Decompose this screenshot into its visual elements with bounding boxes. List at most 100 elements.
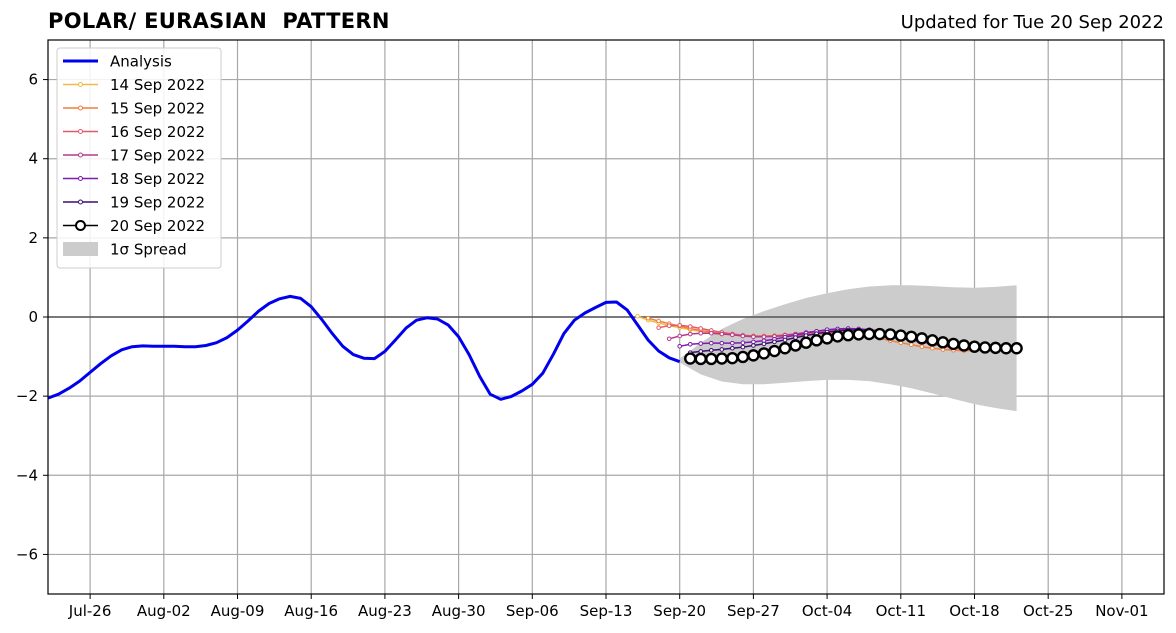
- series-17-sep-2022-point: [708, 330, 714, 336]
- series-20-sep-2022-point: [736, 350, 750, 364]
- series-17-sep-2022-point: [761, 334, 767, 340]
- legend-item-analysis-label: Analysis: [110, 53, 172, 71]
- series-20-sep-2022-point: [863, 327, 876, 341]
- series-17-sep-2022-point: [687, 331, 693, 337]
- series-20-sep-2022-point: [747, 349, 760, 362]
- x-tick-label: Oct-11: [876, 602, 926, 620]
- series-17-sep-2022-point: [666, 336, 672, 342]
- series-19-sep-2022-point: [761, 341, 767, 347]
- legend-item-20-sep-2022-label: 20 Sep 2022: [110, 217, 205, 235]
- series-19-sep-2022-point: [751, 343, 756, 348]
- chart-subtitle: Updated for Tue 20 Sep 2022: [900, 12, 1164, 33]
- series-20-sep-2022-point: [810, 334, 823, 347]
- y-tick-label: −2: [16, 387, 38, 405]
- series-20-sep-2022-point: [705, 352, 718, 366]
- series-20-sep-2022-point: [1010, 342, 1023, 355]
- series-20-sep-2022-point: [884, 328, 897, 341]
- series-20-sep-2022-point: [757, 347, 771, 360]
- series-18-sep-2022-point: [730, 340, 735, 346]
- series-15-sep-2022-point: [645, 315, 651, 321]
- series-15-sep-2022-point: [930, 345, 935, 351]
- x-tick-label: Sep-13: [580, 602, 633, 620]
- series-15-sep-2022-point: [656, 318, 661, 324]
- legend-item-17-sep-2022-label: 17 Sep 2022: [110, 147, 205, 165]
- series-20-sep-2022-point: [726, 351, 739, 365]
- series-18-sep-2022-point: [708, 340, 714, 346]
- series-15-sep-2022-point: [919, 344, 925, 349]
- legend-item-1-spread-swatch: [63, 242, 98, 256]
- x-tick-label: Jul-26: [68, 602, 112, 620]
- series-20-sep-2022-point: [852, 328, 865, 341]
- series-20-sep-2022-point: [947, 337, 960, 351]
- series-19-sep-2022-point: [708, 347, 714, 353]
- y-tick-label: 2: [28, 229, 38, 247]
- series-17-sep-2022-point: [730, 332, 735, 338]
- legend-item-18-sep-2022-marker: [78, 176, 83, 181]
- legend-item-19-sep-2022-marker: [78, 199, 83, 205]
- x-tick-label: Oct-25: [1023, 602, 1073, 620]
- series-18-sep-2022-point: [719, 340, 725, 346]
- series-18-sep-2022-point: [687, 342, 693, 347]
- series-17-sep-2022-point: [677, 333, 682, 339]
- series-16-sep-2022-point: [677, 323, 682, 328]
- series-16-sep-2022-point: [687, 324, 693, 329]
- legend-item-14-sep-2022-label: 14 Sep 2022: [110, 76, 205, 94]
- series-19-sep-2022-point: [772, 339, 777, 345]
- series-20-sep-2022-point: [778, 342, 792, 355]
- x-tick-label: Aug-23: [358, 602, 412, 620]
- series-20-sep-2022-point: [768, 344, 781, 358]
- spread-layer: [48, 285, 1164, 412]
- series-20-sep-2022-point: [926, 334, 939, 347]
- x-tick-label: Oct-18: [949, 602, 999, 620]
- series-20-sep-2022-point: [915, 332, 929, 345]
- series-20-sep-2022-point: [694, 352, 707, 366]
- legend-item-15-sep-2022-label: 15 Sep 2022: [110, 100, 205, 118]
- series-20-sep-2022-point: [936, 336, 950, 349]
- series-16-sep-2022-point: [666, 323, 672, 329]
- series-20-sep-2022-point: [841, 329, 855, 342]
- axes-layer: Jul-26 Aug-02 Aug-09 Aug-16 Aug-23 Aug-30 Sep-…: [16, 39, 1165, 620]
- series-15-sep-2022-point: [909, 342, 914, 348]
- series-20-sep-2022-point: [905, 330, 918, 343]
- series-20-sep-2022-point: [684, 352, 697, 365]
- series-18-sep-2022-point: [698, 341, 704, 346]
- legend-item-17-sep-2022-marker: [78, 152, 83, 158]
- y-tick-label: −4: [16, 466, 38, 484]
- x-tick-label: Sep-06: [506, 602, 559, 620]
- x-tick-label: Aug-16: [284, 602, 338, 620]
- series-20-sep-2022-point: [715, 352, 729, 365]
- series-20-sep-2022-point: [820, 332, 834, 345]
- series-19-sep-2022-point: [730, 345, 735, 351]
- series-20-sep-2022-point: [989, 341, 1002, 355]
- x-tick-label: Oct-04: [802, 602, 852, 620]
- series-19-sep-2022-point: [793, 335, 798, 340]
- x-tick-label: Aug-30: [432, 602, 486, 620]
- x-tick-label: Aug-09: [211, 602, 265, 620]
- series-20-sep-2022-point: [831, 330, 844, 343]
- legend-box: [56, 47, 222, 269]
- series-analysis-line: [47, 294, 681, 401]
- series-20-sep-2022-point: [789, 339, 802, 352]
- legend-item-14-sep-2022-marker: [78, 82, 83, 87]
- x-tick-label: Aug-02: [137, 602, 191, 620]
- series-14-sep-2022-point: [635, 313, 640, 319]
- series-20-sep-2022-point: [968, 340, 981, 353]
- series-20-sep-2022-point: [957, 339, 971, 352]
- x-tick-label: Nov-01: [1095, 602, 1148, 620]
- series-16-sep-2022-point: [698, 326, 704, 331]
- y-tick-label: 0: [28, 308, 38, 326]
- series-17-sep-2022-point: [698, 330, 704, 336]
- legend-item-16-sep-2022-label: 16 Sep 2022: [110, 123, 205, 141]
- chart-title: POLAR/ EURASIAN PATTERN: [48, 9, 390, 33]
- series-18-sep-2022-point: [751, 339, 756, 345]
- series-19-sep-2022-point: [719, 347, 725, 352]
- legend: Analysis 14 Sep 2022 15 Sep 2022 16 Sep 202…: [56, 47, 222, 269]
- series-17-sep-2022-point: [740, 333, 746, 339]
- series-17-sep-2022-point: [719, 331, 725, 337]
- legend-item-1-spread-label: 1σ Spread: [110, 241, 187, 259]
- series-20-sep-2022-point: [978, 341, 992, 354]
- series-18-sep-2022-point: [677, 343, 682, 349]
- legend-item-15-sep-2022-marker: [78, 105, 83, 111]
- series-16-sep-2022-point: [656, 325, 661, 330]
